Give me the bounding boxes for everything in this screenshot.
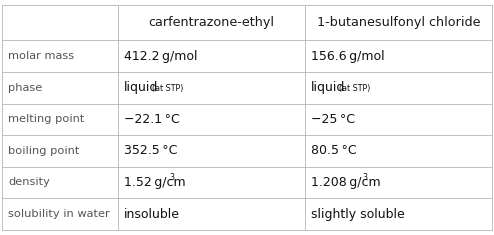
Text: solubility in water: solubility in water (8, 209, 110, 219)
Text: 352.5 °C: 352.5 °C (124, 144, 177, 157)
Text: (at STP): (at STP) (339, 84, 371, 93)
Text: liquid: liquid (124, 81, 159, 94)
Text: melting point: melting point (8, 114, 85, 124)
Text: −25 °C: −25 °C (311, 113, 355, 126)
Text: 1.52 g/cm: 1.52 g/cm (124, 176, 186, 189)
Text: 156.6 g/mol: 156.6 g/mol (311, 50, 385, 63)
Text: 3: 3 (362, 173, 367, 182)
Text: slightly soluble: slightly soluble (311, 208, 405, 221)
Text: 3: 3 (169, 173, 174, 182)
Text: density: density (8, 177, 50, 188)
Text: boiling point: boiling point (8, 146, 80, 156)
Text: 1-butanesulfonyl chloride: 1-butanesulfonyl chloride (317, 16, 480, 29)
Text: (at STP): (at STP) (152, 84, 184, 93)
Text: insoluble: insoluble (124, 208, 180, 221)
Text: −22.1 °C: −22.1 °C (124, 113, 180, 126)
Text: 80.5 °C: 80.5 °C (311, 144, 357, 157)
Text: liquid: liquid (311, 81, 346, 94)
Text: molar mass: molar mass (8, 51, 75, 61)
Text: carfentrazone-ethyl: carfentrazone-ethyl (148, 16, 274, 29)
Text: 412.2 g/mol: 412.2 g/mol (124, 50, 198, 63)
Text: phase: phase (8, 83, 42, 93)
Text: 1.208 g/cm: 1.208 g/cm (311, 176, 381, 189)
